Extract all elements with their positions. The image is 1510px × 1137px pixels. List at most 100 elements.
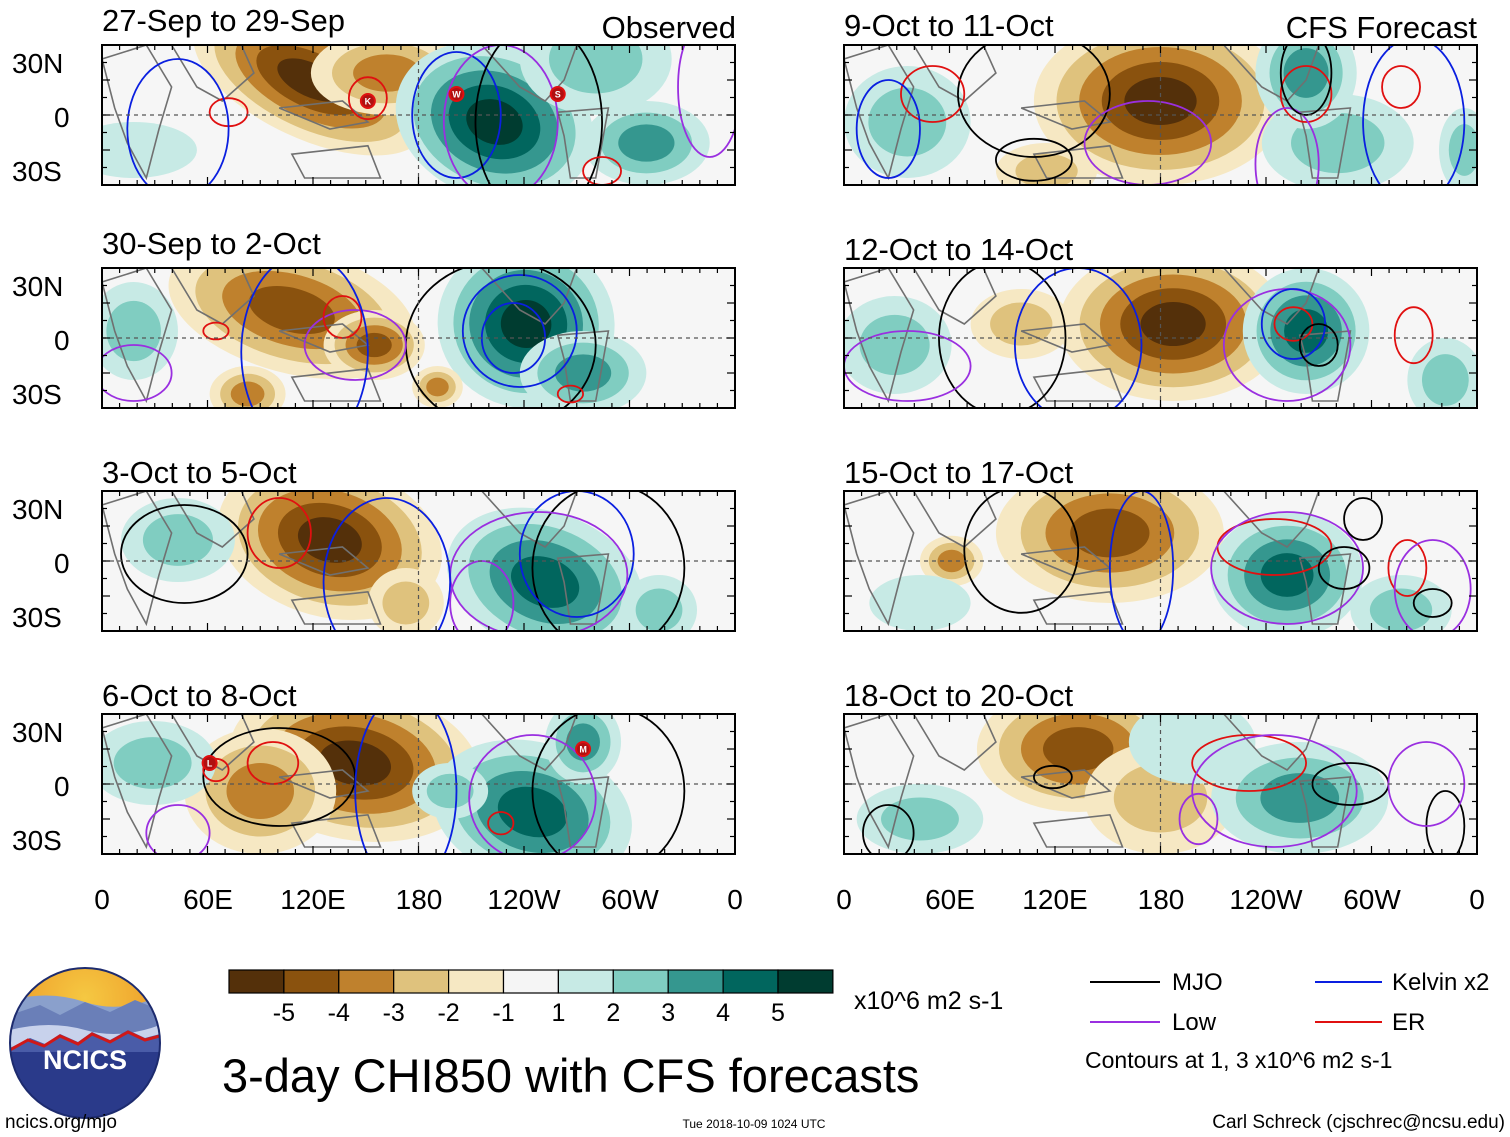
colorbar-tick-label: 2 <box>606 999 620 1027</box>
contour-line <box>1083 100 1213 185</box>
contour-line <box>938 268 1067 408</box>
contour-line <box>474 45 603 185</box>
coastline <box>170 491 255 548</box>
coastline <box>556 776 610 848</box>
footer-url[interactable]: ncics.org/mjo <box>5 1112 117 1133</box>
contour-line <box>582 156 622 185</box>
anomaly-shading <box>618 124 675 162</box>
lon-label: 0 <box>727 884 743 915</box>
contour-line <box>518 491 635 618</box>
coastline <box>844 491 915 627</box>
coastline <box>912 714 997 771</box>
colorbar-swatch <box>667 969 724 994</box>
coastline <box>556 330 610 402</box>
lon-label: 180 <box>1138 884 1185 915</box>
colorbar-tick-label: 3 <box>661 999 675 1027</box>
lon-label: 180 <box>396 884 443 915</box>
legend: MJO Kelvin x2 Low ER Contours at 1, 3 x1… <box>1085 969 1489 1073</box>
lon-label: 0 <box>1469 884 1485 915</box>
contour-line <box>1298 323 1339 367</box>
contour-line <box>862 804 915 854</box>
colorbar-swatch <box>283 969 340 994</box>
coastline <box>844 714 915 850</box>
coastline <box>170 714 255 771</box>
panel-title: 3-Oct to 5-Oct <box>102 455 297 490</box>
legend-label: Kelvin x2 <box>1392 969 1489 996</box>
contour-line <box>354 714 458 854</box>
anomaly-shading <box>297 517 362 563</box>
anomaly-shading <box>1260 773 1340 823</box>
footer-timestamp: Tue 2018-10-09 1024 UTC <box>683 1117 826 1131</box>
anomaly-shading <box>356 332 392 358</box>
colorbar-swatch <box>393 969 450 994</box>
contour-line <box>1210 511 1364 625</box>
coastline <box>1032 813 1124 848</box>
lat-label-30n: 30N <box>12 717 63 748</box>
contour-line <box>1412 588 1453 618</box>
panel: LM <box>101 713 736 855</box>
lat-labels: 30N 0 30S 30N 0 30S 30N 0 30S 30N 0 30S <box>12 48 70 856</box>
coastline <box>1020 323 1112 353</box>
colorbar-units: x10^6 m2 s-1 <box>854 987 1003 1015</box>
panel <box>843 267 1478 409</box>
anomaly-shading <box>1140 302 1206 346</box>
contour-line <box>1393 306 1434 365</box>
anomaly-shading <box>382 581 430 625</box>
observed-label: Observed <box>602 10 736 45</box>
lon-label: 60W <box>601 884 659 915</box>
coastline <box>844 268 915 404</box>
anomaly-shading <box>226 763 295 819</box>
storm-marker <box>575 741 592 757</box>
legend-label: Low <box>1172 1009 1217 1036</box>
storm-marker <box>201 755 218 771</box>
lat-label-30s: 30S <box>12 379 62 410</box>
contour-line <box>126 58 230 185</box>
anomaly-shading <box>426 377 449 397</box>
panel-title: 15-Oct to 17-Oct <box>844 455 1074 490</box>
panel-title: 27-Sep to 29-Sep <box>102 3 345 38</box>
panel <box>843 713 1478 855</box>
anomaly-shading <box>142 514 214 566</box>
coastline <box>278 546 370 576</box>
lat-label-0: 0 <box>54 325 70 356</box>
contour-line <box>531 491 686 631</box>
colorbar-tick-label: -3 <box>383 999 405 1027</box>
coastline <box>556 107 610 179</box>
coastline <box>102 45 173 181</box>
contour-line <box>677 45 735 158</box>
anomaly-shading <box>1284 309 1329 353</box>
contour-line <box>995 137 1073 182</box>
lon-label: 120W <box>487 884 561 915</box>
storm-marker <box>549 86 566 102</box>
contour-line <box>844 330 972 402</box>
coastline <box>1298 107 1352 179</box>
contour-line <box>240 268 369 408</box>
contour-line <box>487 811 515 836</box>
panel <box>843 490 1478 632</box>
contour-line <box>1393 539 1472 631</box>
panel-title: 30-Sep to 2-Oct <box>102 226 321 261</box>
colorbar-swatch <box>777 969 834 994</box>
coastline <box>556 553 610 625</box>
anomaly-shading <box>869 575 971 631</box>
colorbar-swatch <box>228 969 285 994</box>
colorbar: -5 -4 -3 -2 -1 1 2 3 4 5 <box>228 969 834 1027</box>
contour-line <box>145 804 211 854</box>
lon-labels-left: 0 60E 120E 180 120W 60W 0 <box>94 884 743 915</box>
contour-line <box>102 344 173 402</box>
anomaly-shading <box>1042 727 1114 771</box>
contour-line <box>855 79 921 179</box>
coastline <box>1032 590 1124 625</box>
colorbar-swatch <box>502 969 560 994</box>
coastline <box>278 100 370 130</box>
storm-marker-label: K <box>365 97 372 107</box>
contour-line <box>442 45 559 185</box>
coastline <box>102 268 173 404</box>
colorbar-tick-label: -4 <box>328 999 350 1027</box>
colorbar-tick-label: -1 <box>492 999 514 1027</box>
colorbar-tick-label: 4 <box>716 999 730 1027</box>
lat-label-0: 0 <box>54 102 70 133</box>
lon-label: 60W <box>1343 884 1401 915</box>
storm-marker-label: W <box>452 90 461 100</box>
colorbar-tick-label: 1 <box>551 999 565 1027</box>
